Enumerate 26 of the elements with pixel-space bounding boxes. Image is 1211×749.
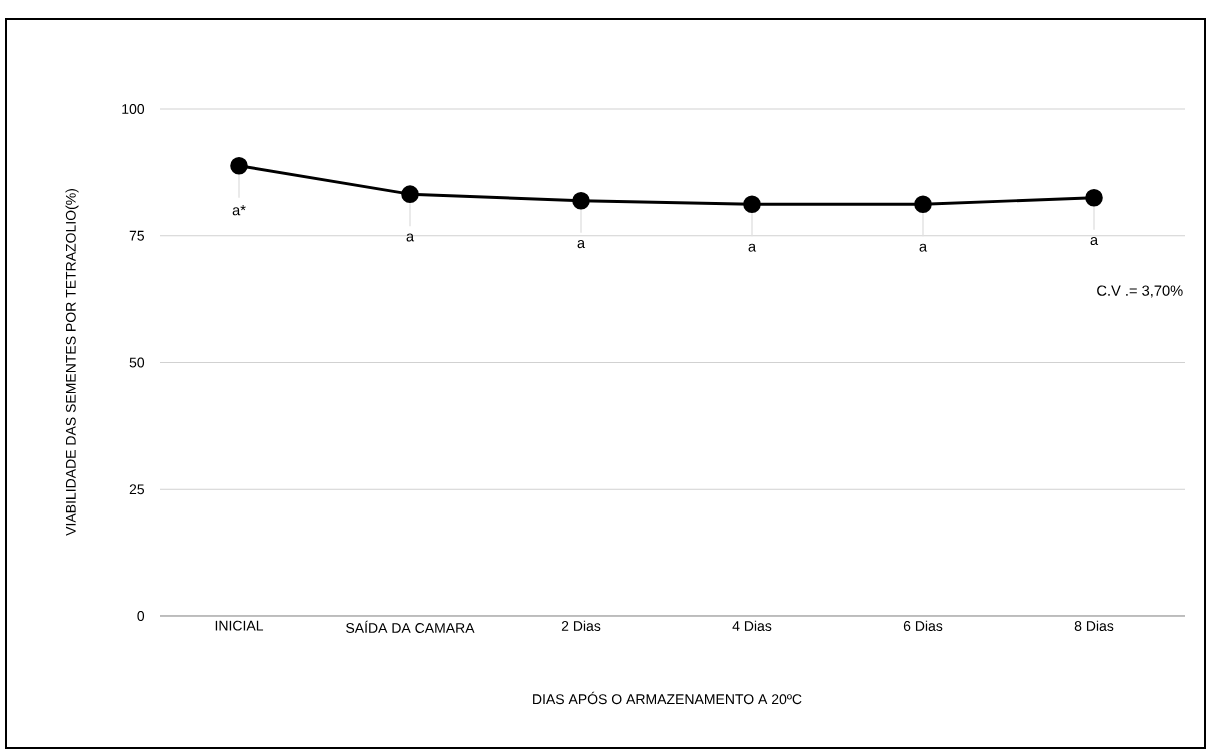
x-tick-label: 6 Dias (903, 620, 943, 631)
x-tick-label: INICIAL (215, 620, 264, 631)
point (230, 156, 248, 175)
x-tick-label: 4 Dias (732, 620, 772, 631)
point (1085, 188, 1103, 207)
annotation: a (1090, 237, 1099, 246)
point (572, 191, 590, 210)
y-tick-label: 50 (129, 357, 145, 368)
y-axis-title: VIABILIDADE DAS SEMENTES POR TETRAZOLIO(%) (65, 189, 79, 536)
point (401, 185, 419, 203)
x-tick-label: 8 Dias (1074, 620, 1114, 631)
point (914, 195, 932, 214)
annotation: a (919, 243, 928, 252)
annotation: a (748, 243, 757, 252)
annotation: a (406, 233, 415, 242)
y-tick-label: 25 (129, 484, 145, 495)
y-tick-label: 0 (137, 611, 145, 621)
x-axis-title: DIAS APÓS O ARMAZENAMENTO A 20ºC (533, 691, 802, 705)
x-tick-label: 2 Dias (561, 620, 601, 631)
y-tick-label: 100 (122, 104, 145, 114)
x-tick-label: SAÍDA DA CAMARA (346, 620, 475, 633)
annotation: a (577, 240, 586, 249)
point (743, 195, 761, 214)
annotation: C.V .= 3,70% (1097, 285, 1183, 298)
y-tick-label: 75 (129, 230, 145, 241)
annotation: a* (232, 205, 246, 216)
